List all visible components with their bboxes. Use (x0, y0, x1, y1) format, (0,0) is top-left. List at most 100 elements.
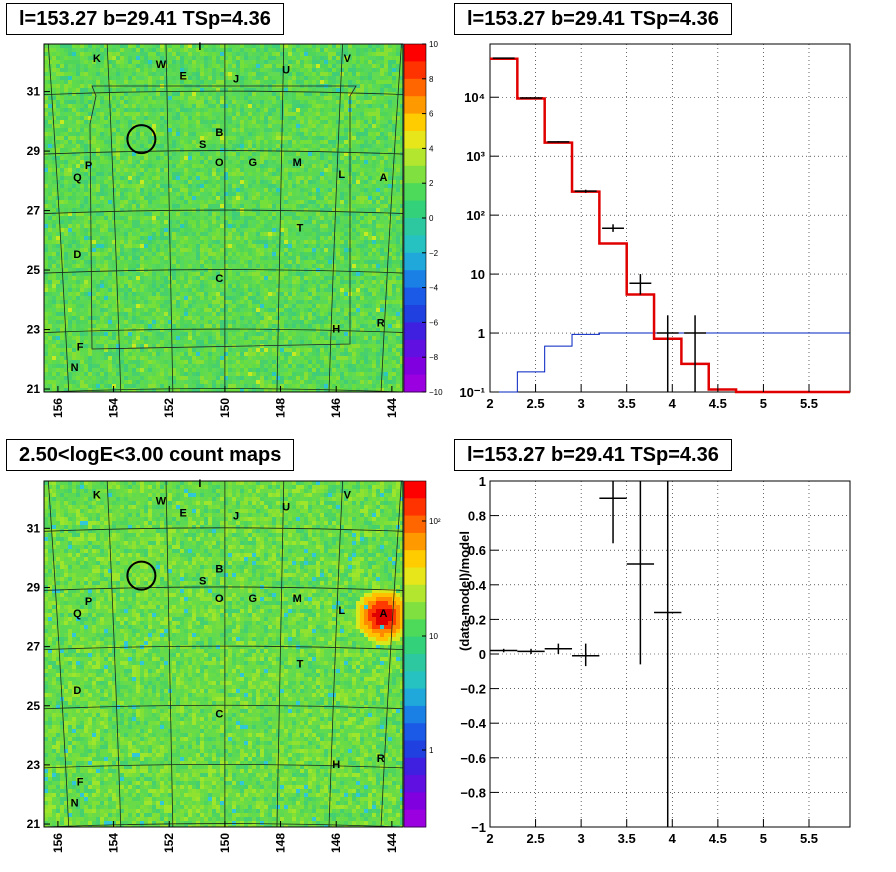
tr-title: l=153.27 b=29.41 TSp=4.36 (454, 3, 732, 35)
lon-line (380, 43, 402, 393)
y-tick-label: 10⁻¹ (459, 385, 485, 400)
x-tick-label: 152 (162, 398, 176, 418)
colorbar-band (404, 96, 426, 115)
lat-line (43, 527, 404, 532)
source-label-S: S (199, 576, 206, 588)
colorbar-label: 4 (429, 144, 434, 153)
source-label-O: O (215, 157, 224, 169)
source-label-L: L (338, 169, 345, 181)
y-tick-label: 0.8 (468, 509, 486, 524)
x-tick-label: 5 (760, 831, 767, 846)
data-point-2 (547, 141, 570, 143)
lon-line (165, 43, 174, 393)
roi-circle (126, 124, 157, 155)
colorbar-label: 10² (429, 517, 441, 526)
source-label-W: W (156, 496, 167, 508)
lon-line (47, 43, 70, 393)
y-tick-label: −1 (471, 820, 486, 835)
source-label-K: K (93, 53, 101, 65)
colorbar-band (404, 740, 426, 759)
y-tick-label: 1 (479, 474, 486, 489)
source-label-P: P (85, 596, 92, 608)
source-label-U: U (282, 502, 290, 514)
colorbar-band (404, 165, 426, 184)
x-tick-label: 5 (760, 396, 767, 411)
source-label-P: P (85, 160, 92, 172)
colorbar-band (404, 654, 426, 672)
y-tick-label: 0 (479, 647, 486, 662)
x-tick-label: 4 (669, 396, 677, 411)
colorbar-label: 6 (429, 110, 434, 119)
lat-line (43, 150, 404, 155)
source-label-F: F (77, 341, 84, 353)
source-label-O: O (215, 593, 224, 605)
colorbar-band (404, 131, 426, 149)
colorbar-band (404, 757, 426, 776)
colorbar-band (404, 148, 426, 167)
colorbar-band (404, 200, 426, 219)
x-tick-label: 154 (107, 398, 121, 418)
lat-line (43, 328, 404, 333)
y-tick-label: 29 (27, 144, 41, 158)
bl-count-map-frame (43, 480, 404, 828)
colorbar-band (404, 723, 426, 741)
colorbar-band (404, 809, 426, 828)
source-label-G: G (248, 157, 257, 169)
x-tick-label: 4.5 (709, 396, 727, 411)
source-label-E: E (179, 71, 186, 83)
source-label-M: M (293, 593, 302, 605)
lon-line (380, 480, 402, 828)
source-label-B: B (215, 564, 223, 576)
colorbar-band (404, 374, 426, 393)
bl-count-map: I K W V E U J BSO G M P L A Q T D C H R FN 156 154 152 150 148 14… (27, 478, 404, 853)
y-tick-label: 29 (27, 580, 41, 594)
source-label-H: H (332, 324, 340, 336)
y-tick-label: 10² (466, 208, 485, 223)
x-tick-label: 150 (218, 833, 232, 853)
source-label-V: V (344, 53, 352, 65)
grid (490, 481, 850, 827)
source-label-A: A (380, 608, 388, 620)
source-label-R: R (377, 753, 385, 765)
colorbar-label: 2 (429, 179, 434, 188)
colorbar-band (404, 183, 426, 202)
source-label-Q: Q (73, 172, 82, 184)
lat-line (43, 764, 404, 769)
x-tick-label: 4.5 (709, 831, 727, 846)
colorbar-band (404, 44, 426, 62)
tl-residual-map-pixels (44, 44, 403, 392)
bl-count-map-grid (43, 480, 404, 828)
y-tick-label: 25 (27, 699, 41, 713)
x-tick-label: 152 (162, 833, 176, 853)
x-tick-label: 150 (218, 398, 232, 418)
x-tick-label: 156 (51, 398, 65, 418)
lon-line (106, 480, 122, 828)
tr-count-spectrum: 2 2.5 3 3.5 4 4.5 5 5.5 10⁻¹ 1 10 10² 10³ 10⁴ (459, 43, 851, 411)
y-tick-label: 0.2 (468, 612, 486, 627)
x-tick-label: 3.5 (618, 396, 636, 411)
x-tick-label: 4 (669, 831, 677, 846)
colorbar-band (404, 339, 426, 358)
source-label-K: K (93, 490, 101, 502)
colorbar-band (404, 584, 426, 603)
source-label-R: R (377, 318, 385, 330)
data-point-6 (656, 315, 679, 392)
source-label-I: I (198, 478, 201, 490)
background-histogram (490, 332, 850, 393)
y-axis-label: (data-model)/model (457, 531, 472, 651)
bl-title: 2.50<logE<3.00 count maps (6, 439, 295, 471)
y-tick-label: 10³ (466, 149, 485, 164)
br-residual-ratio: 2 2.5 3 3.5 4 4.5 5 5.5 1 0.8 0.6 0.4 0.2 0 −0.2 −0.4 −0… (457, 474, 851, 846)
lon-line (276, 480, 285, 828)
x-tick-label: 144 (385, 833, 399, 853)
colorbar-band (404, 636, 426, 655)
x-tick-label: 3 (578, 396, 585, 411)
lon-line (165, 480, 174, 828)
residual-point-6 (654, 481, 682, 827)
y-tick-label: 31 (27, 85, 41, 99)
colorbar-label: 0 (429, 214, 434, 223)
data-point-0 (492, 57, 515, 59)
y-tick-label: 23 (27, 758, 41, 772)
source-label-T: T (297, 658, 304, 670)
colorbar-band (404, 287, 426, 306)
